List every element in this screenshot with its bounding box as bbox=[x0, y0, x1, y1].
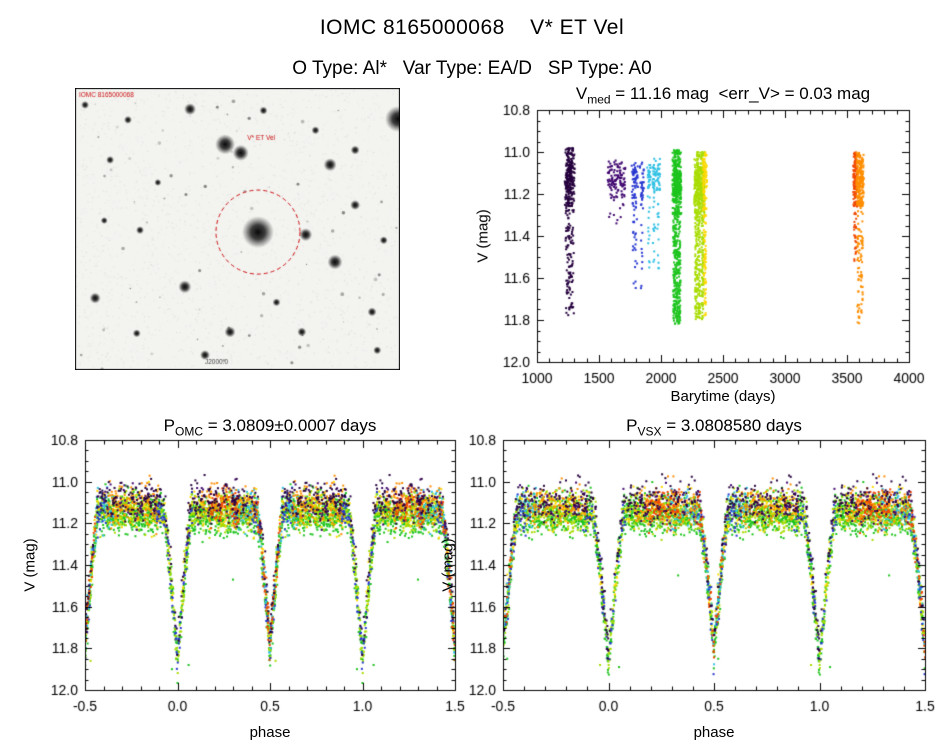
omc-period-plot-title: POMC = 3.0809±0.0007 days bbox=[50, 416, 490, 438]
page-subtitle: O Type: Al* Var Type: EA/D SP Type: A0 bbox=[292, 58, 652, 79]
omc-phase-scatter-plot bbox=[40, 434, 470, 722]
barytime-plot-title: Vmed = 11.16 mag <err_V> = 0.03 mag bbox=[503, 84, 943, 106]
barytime-scatter-plot bbox=[470, 104, 944, 392]
page-title: IOMC 8165000068 V* ET Vel bbox=[319, 16, 625, 39]
vsx-xaxis-label: phase bbox=[693, 724, 735, 741]
vmed-subscript: med bbox=[587, 92, 611, 107]
vsx-phase-scatter-plot bbox=[458, 434, 944, 722]
pomc-prefix: P bbox=[163, 416, 175, 435]
vsx-period-plot-title: PVSX = 3.0808580 days bbox=[494, 416, 934, 438]
omc-xaxis-label: phase bbox=[249, 724, 291, 741]
omc-yaxis-label: V (mag) bbox=[21, 538, 39, 592]
vmed-prefix: V bbox=[575, 84, 588, 103]
vmed-value-text: = 11.16 mag <err_V> = 0.03 mag bbox=[610, 84, 871, 103]
pomc-value-text: = 3.0809±0.0007 days bbox=[203, 416, 377, 435]
pvsx-prefix: P bbox=[626, 416, 638, 435]
barytime-xaxis-label: Barytime (days) bbox=[670, 388, 776, 405]
pvsx-value-text: = 3.0808580 days bbox=[661, 416, 802, 435]
star-field-image bbox=[75, 88, 400, 370]
vsx-yaxis-label: V (mag) bbox=[439, 538, 457, 592]
barytime-yaxis-label: V (mag) bbox=[474, 209, 492, 263]
